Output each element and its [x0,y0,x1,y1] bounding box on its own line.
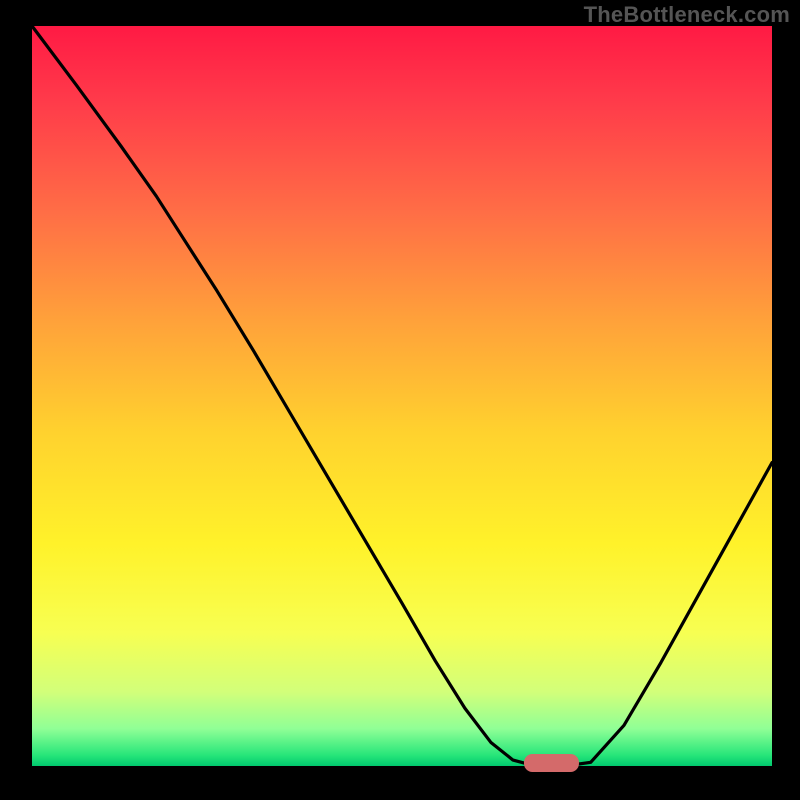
chart-svg [0,0,800,800]
watermark-text: TheBottleneck.com [584,2,790,28]
optimal-marker [524,755,578,772]
gradient-background [32,26,772,766]
chart-container: TheBottleneck.com [0,0,800,800]
